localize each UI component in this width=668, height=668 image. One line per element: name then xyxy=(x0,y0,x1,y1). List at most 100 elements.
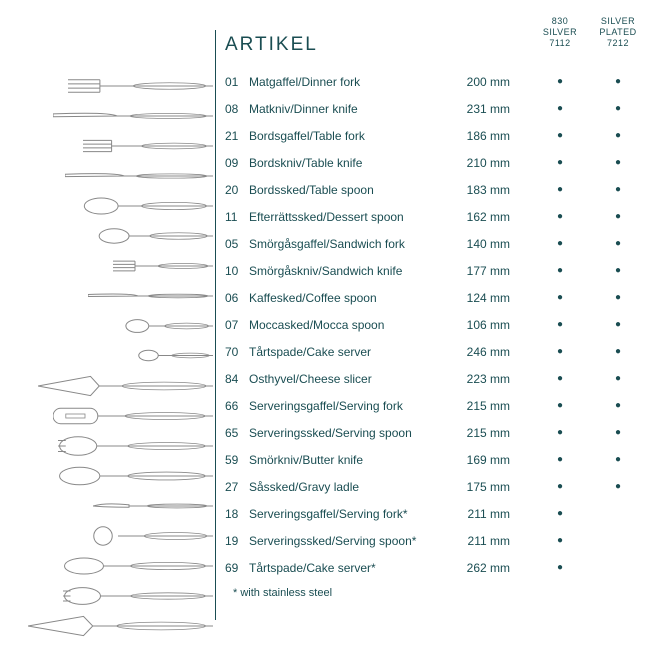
divider-line xyxy=(215,30,216,620)
item-number: 19 xyxy=(225,534,249,548)
item-name: Serveringsgaffel/Serving fork* xyxy=(249,507,450,521)
item-size: 211 mm xyxy=(450,534,510,548)
dot-plated xyxy=(598,427,638,438)
availability-dots xyxy=(540,373,638,384)
availability-dots xyxy=(540,508,638,519)
item-size: 162 mm xyxy=(450,210,510,224)
item-size: 183 mm xyxy=(450,183,510,197)
dot-plated xyxy=(598,292,638,303)
dot-830 xyxy=(540,400,580,411)
dot-830 xyxy=(540,76,580,87)
utensil-illustration xyxy=(18,132,213,159)
dot-830 xyxy=(540,238,580,249)
utensil-illustration xyxy=(18,552,213,579)
item-number: 10 xyxy=(225,264,249,278)
utensil-illustration xyxy=(18,432,213,459)
table-row: 66 Serveringsgaffel/Serving fork 215 mm xyxy=(225,392,638,419)
item-size: 223 mm xyxy=(450,372,510,386)
utensil-illustration xyxy=(18,522,213,549)
table-row: 08 Matkniv/Dinner knife 231 mm xyxy=(225,95,638,122)
item-number: 08 xyxy=(225,102,249,116)
table-row: 19 Serveringssked/Serving spoon* 211 mm xyxy=(225,527,638,554)
table-row: 65 Serveringssked/Serving spoon 215 mm xyxy=(225,419,638,446)
utensil-illustration xyxy=(18,402,213,429)
col-header-830: 830 SILVER 7112 xyxy=(540,16,580,48)
table-row: 27 Såssked/Gravy ladle 175 mm xyxy=(225,473,638,500)
content-area: ARTIKEL 830 SILVER 7112 SILVER PLATED 72… xyxy=(225,34,638,599)
item-name: Osthyvel/Cheese slicer xyxy=(249,372,450,386)
dot-plated xyxy=(598,535,638,546)
dot-plated xyxy=(598,103,638,114)
dot-830 xyxy=(540,481,580,492)
dot-plated xyxy=(598,319,638,330)
utensil-illustration xyxy=(18,222,213,249)
product-rows: 01 Matgaffel/Dinner fork 200 mm 08 Matkn… xyxy=(225,68,638,581)
availability-dots xyxy=(540,346,638,357)
item-name: Såssked/Gravy ladle xyxy=(249,480,450,494)
utensil-illustration xyxy=(18,252,213,279)
item-number: 69 xyxy=(225,561,249,575)
item-number: 66 xyxy=(225,399,249,413)
item-number: 65 xyxy=(225,426,249,440)
item-name: Tårtspade/Cake server* xyxy=(249,561,450,575)
item-size: 124 mm xyxy=(450,291,510,305)
dot-plated xyxy=(598,184,638,195)
item-size: 186 mm xyxy=(450,129,510,143)
item-size: 175 mm xyxy=(450,480,510,494)
item-name: Tårtspade/Cake server xyxy=(249,345,450,359)
item-name: Serveringssked/Serving spoon xyxy=(249,426,450,440)
utensil-illustration xyxy=(18,492,213,519)
availability-dots xyxy=(540,184,638,195)
table-row: 09 Bordskniv/Table knife 210 mm xyxy=(225,149,638,176)
utensil-illustration xyxy=(18,312,213,339)
availability-dots xyxy=(540,157,638,168)
item-name: Serveringsgaffel/Serving fork xyxy=(249,399,450,413)
dot-plated xyxy=(598,373,638,384)
utensil-illustration xyxy=(18,282,213,309)
item-name: Bordssked/Table spoon xyxy=(249,183,450,197)
dot-830 xyxy=(540,103,580,114)
item-name: Kaffesked/Coffee spoon xyxy=(249,291,450,305)
dot-830 xyxy=(540,373,580,384)
table-row: 70 Tårtspade/Cake server 246 mm xyxy=(225,338,638,365)
item-number: 27 xyxy=(225,480,249,494)
header: ARTIKEL 830 SILVER 7112 SILVER PLATED 72… xyxy=(225,34,638,56)
item-number: 09 xyxy=(225,156,249,170)
item-number: 18 xyxy=(225,507,249,521)
col-header-plated: SILVER PLATED 7212 xyxy=(598,16,638,48)
table-row: 11 Efterrättssked/Dessert spoon 162 mm xyxy=(225,203,638,230)
item-size: 262 mm xyxy=(450,561,510,575)
dot-plated xyxy=(598,130,638,141)
item-number: 20 xyxy=(225,183,249,197)
dot-plated xyxy=(598,76,638,87)
table-row: 20 Bordssked/Table spoon 183 mm xyxy=(225,176,638,203)
item-size: 211 mm xyxy=(450,507,510,521)
availability-dots xyxy=(540,211,638,222)
item-name: Smörgåsgaffel/Sandwich fork xyxy=(249,237,450,251)
table-row: 07 Moccasked/Mocca spoon 106 mm xyxy=(225,311,638,338)
table-row: 01 Matgaffel/Dinner fork 200 mm xyxy=(225,68,638,95)
availability-dots xyxy=(540,454,638,465)
dot-830 xyxy=(540,535,580,546)
utensil-illustration xyxy=(18,342,213,369)
utensil-illustration xyxy=(18,102,213,129)
table-row: 05 Smörgåsgaffel/Sandwich fork 140 mm xyxy=(225,230,638,257)
item-name: Smörkniv/Butter knife xyxy=(249,453,450,467)
dot-830 xyxy=(540,427,580,438)
availability-dots xyxy=(540,400,638,411)
dot-plated xyxy=(598,481,638,492)
availability-dots xyxy=(540,103,638,114)
item-size: 200 mm xyxy=(450,75,510,89)
item-size: 231 mm xyxy=(450,102,510,116)
utensil-illustration xyxy=(18,372,213,399)
dot-830 xyxy=(540,157,580,168)
dot-plated xyxy=(598,562,638,573)
item-size: 246 mm xyxy=(450,345,510,359)
item-size: 140 mm xyxy=(450,237,510,251)
utensil-illustration xyxy=(18,612,213,639)
dot-plated xyxy=(598,454,638,465)
dot-830 xyxy=(540,184,580,195)
item-number: 70 xyxy=(225,345,249,359)
illustrations-column xyxy=(18,72,213,642)
dot-830 xyxy=(540,508,580,519)
